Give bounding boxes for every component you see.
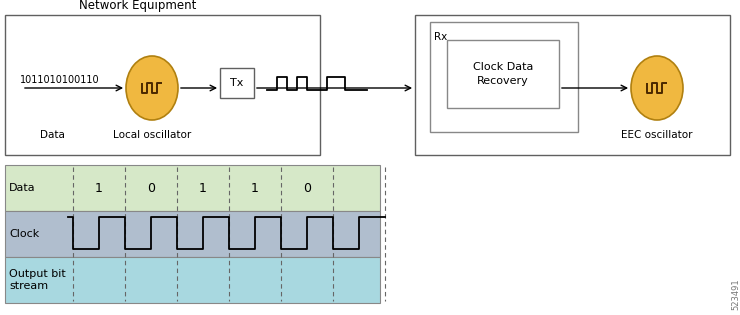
Text: Clock: Clock	[9, 229, 39, 239]
Bar	[5, 15, 320, 155]
Ellipse shape	[631, 56, 683, 120]
Text: 0: 0	[303, 181, 311, 194]
Bar	[5, 257, 380, 303]
Text: 1: 1	[95, 181, 103, 194]
Ellipse shape	[126, 56, 178, 120]
Text: Data: Data	[9, 183, 36, 193]
Text: 1: 1	[251, 181, 259, 194]
Text: 0: 0	[147, 181, 155, 194]
Text: Clock Data
Recovery: Clock Data Recovery	[473, 62, 534, 86]
Text: 523491: 523491	[732, 278, 740, 310]
Text: 1: 1	[199, 181, 207, 194]
Text: Tx: Tx	[230, 78, 243, 88]
Text: Data: Data	[39, 130, 64, 140]
Text: Network Equipment: Network Equipment	[78, 0, 196, 12]
Bar	[220, 68, 254, 98]
Text: 1011010100110: 1011010100110	[20, 75, 100, 85]
Text: EEC oscillator: EEC oscillator	[622, 130, 693, 140]
Bar	[5, 211, 380, 257]
Text: Output bit
stream: Output bit stream	[9, 269, 66, 291]
Text: Local oscillator: Local oscillator	[113, 130, 191, 140]
Bar	[430, 22, 578, 132]
Bar	[5, 165, 380, 211]
Text: Rx: Rx	[434, 32, 447, 42]
Bar	[415, 15, 730, 155]
Bar	[447, 40, 559, 108]
